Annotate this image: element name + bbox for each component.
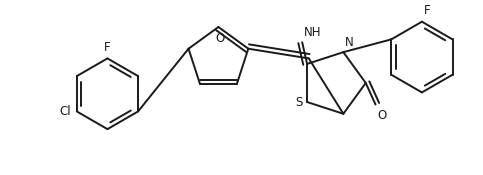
Text: O: O bbox=[216, 32, 225, 45]
Text: NH: NH bbox=[304, 26, 322, 39]
Text: F: F bbox=[424, 4, 430, 17]
Text: F: F bbox=[104, 40, 111, 54]
Text: N: N bbox=[345, 36, 354, 49]
Text: S: S bbox=[295, 96, 302, 108]
Text: Cl: Cl bbox=[59, 105, 71, 118]
Text: O: O bbox=[378, 108, 387, 121]
